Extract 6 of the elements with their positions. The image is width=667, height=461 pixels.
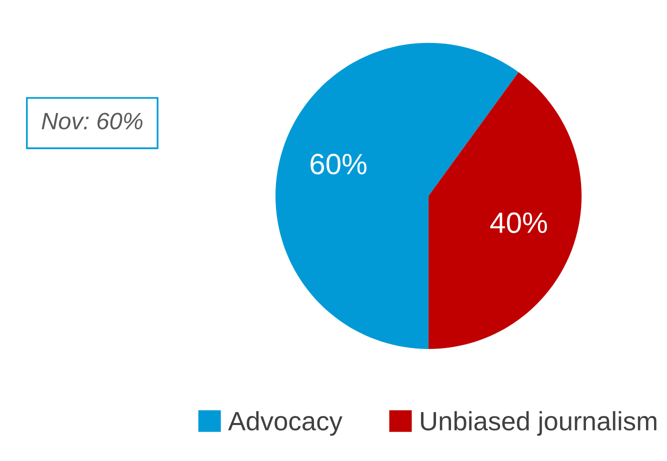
- text: Nov: 60%: [42, 112, 142, 130]
- pie-slice: [428, 72, 582, 349]
- data-label: 40%: [490, 212, 547, 234]
- data-label: 60%: [310, 154, 366, 174]
- legend-label: Unbiased journalism: [421, 411, 656, 436]
- legend-label: Advocacy: [228, 411, 342, 436]
